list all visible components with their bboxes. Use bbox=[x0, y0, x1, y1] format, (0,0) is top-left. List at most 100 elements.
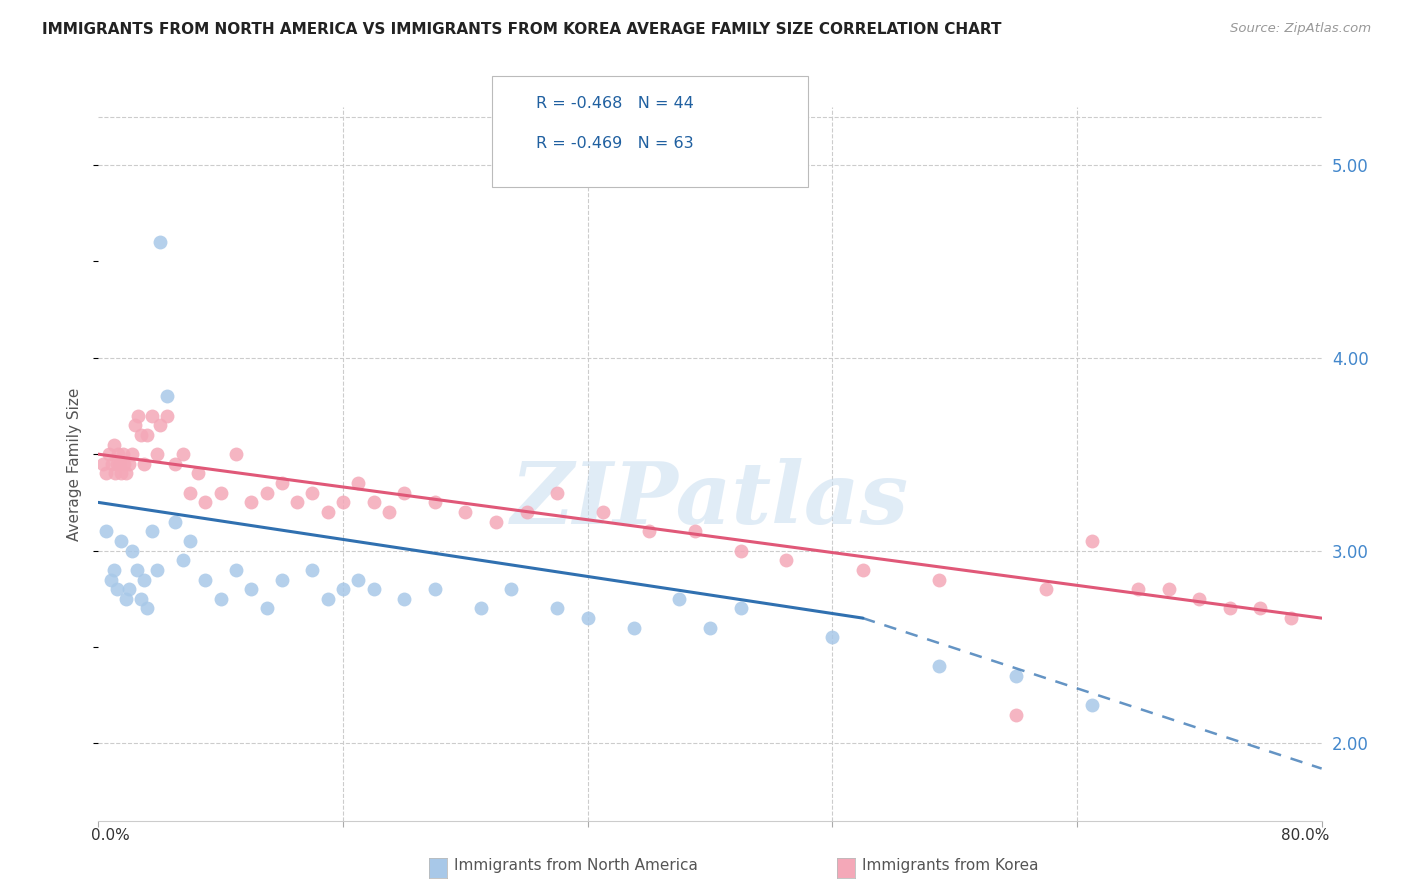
Point bbox=[775, 553, 797, 567]
Point bbox=[172, 447, 194, 461]
Point bbox=[129, 591, 152, 606]
Point bbox=[316, 505, 339, 519]
Point bbox=[105, 582, 128, 597]
Point bbox=[118, 457, 141, 471]
Point bbox=[111, 447, 134, 461]
Point bbox=[100, 573, 122, 587]
Point bbox=[134, 457, 156, 471]
Point bbox=[256, 485, 278, 500]
Point bbox=[454, 505, 477, 519]
Text: 80.0%: 80.0% bbox=[1281, 829, 1329, 843]
Text: R = -0.469   N = 63: R = -0.469 N = 63 bbox=[536, 136, 693, 152]
Point bbox=[1188, 591, 1211, 606]
Point bbox=[256, 601, 278, 615]
Point bbox=[1250, 601, 1272, 615]
Point bbox=[163, 457, 186, 471]
Point bbox=[124, 418, 146, 433]
Text: 0.0%: 0.0% bbox=[91, 829, 129, 843]
Point bbox=[112, 457, 135, 471]
Point bbox=[683, 524, 706, 539]
Point bbox=[115, 591, 138, 606]
Point bbox=[209, 591, 232, 606]
Point bbox=[1004, 707, 1026, 722]
Point bbox=[103, 437, 125, 451]
Point bbox=[156, 389, 179, 403]
Point bbox=[163, 515, 186, 529]
Point bbox=[546, 485, 568, 500]
Point bbox=[1128, 582, 1150, 597]
Point bbox=[115, 467, 138, 481]
Point bbox=[134, 573, 156, 587]
Y-axis label: Average Family Size: Average Family Size bbox=[67, 387, 83, 541]
Point bbox=[378, 505, 401, 519]
Text: Immigrants from Korea: Immigrants from Korea bbox=[862, 858, 1039, 873]
Point bbox=[516, 505, 538, 519]
Point bbox=[145, 563, 167, 577]
Point bbox=[141, 524, 163, 539]
Point bbox=[546, 601, 568, 615]
Point bbox=[1004, 669, 1026, 683]
Point bbox=[129, 428, 152, 442]
Point bbox=[121, 447, 143, 461]
Point bbox=[576, 611, 599, 625]
Point bbox=[110, 467, 132, 481]
Point bbox=[108, 457, 131, 471]
Point bbox=[105, 457, 128, 471]
Point bbox=[316, 591, 339, 606]
Point bbox=[172, 553, 194, 567]
Point bbox=[149, 418, 172, 433]
Point bbox=[392, 485, 416, 500]
Point bbox=[592, 505, 614, 519]
Point bbox=[1081, 533, 1104, 548]
Point bbox=[121, 543, 143, 558]
Point bbox=[730, 601, 752, 615]
Point bbox=[187, 467, 209, 481]
Point bbox=[1081, 698, 1104, 712]
Point bbox=[285, 495, 308, 509]
Point bbox=[363, 495, 385, 509]
Point bbox=[209, 485, 232, 500]
Point bbox=[347, 573, 370, 587]
Point bbox=[347, 476, 370, 491]
Point bbox=[103, 563, 125, 577]
Point bbox=[104, 467, 127, 481]
Point bbox=[668, 591, 690, 606]
Point bbox=[107, 447, 129, 461]
Point bbox=[730, 543, 752, 558]
Point bbox=[485, 515, 508, 529]
Point bbox=[101, 457, 124, 471]
Point bbox=[1279, 611, 1302, 625]
Point bbox=[392, 591, 416, 606]
Point bbox=[501, 582, 523, 597]
Point bbox=[363, 582, 385, 597]
Point bbox=[98, 447, 121, 461]
Point bbox=[225, 563, 247, 577]
Point bbox=[332, 582, 354, 597]
Point bbox=[194, 573, 217, 587]
Text: Immigrants from North America: Immigrants from North America bbox=[454, 858, 697, 873]
Point bbox=[928, 659, 950, 673]
Point bbox=[1157, 582, 1180, 597]
Point bbox=[125, 563, 148, 577]
Point bbox=[852, 563, 875, 577]
Point bbox=[470, 601, 492, 615]
Point bbox=[118, 582, 141, 597]
Point bbox=[136, 428, 159, 442]
Point bbox=[423, 495, 446, 509]
Point bbox=[179, 485, 201, 500]
Point bbox=[423, 582, 446, 597]
Point bbox=[270, 476, 294, 491]
Point bbox=[94, 524, 117, 539]
Point bbox=[91, 457, 114, 471]
Point bbox=[127, 409, 149, 423]
Point bbox=[270, 573, 294, 587]
Point bbox=[638, 524, 661, 539]
Point bbox=[332, 495, 354, 509]
Point bbox=[194, 495, 217, 509]
Point bbox=[301, 485, 323, 500]
Point bbox=[1035, 582, 1057, 597]
Point bbox=[136, 601, 159, 615]
Text: ZIPatlas: ZIPatlas bbox=[510, 458, 910, 541]
Point bbox=[179, 533, 201, 548]
Point bbox=[141, 409, 163, 423]
